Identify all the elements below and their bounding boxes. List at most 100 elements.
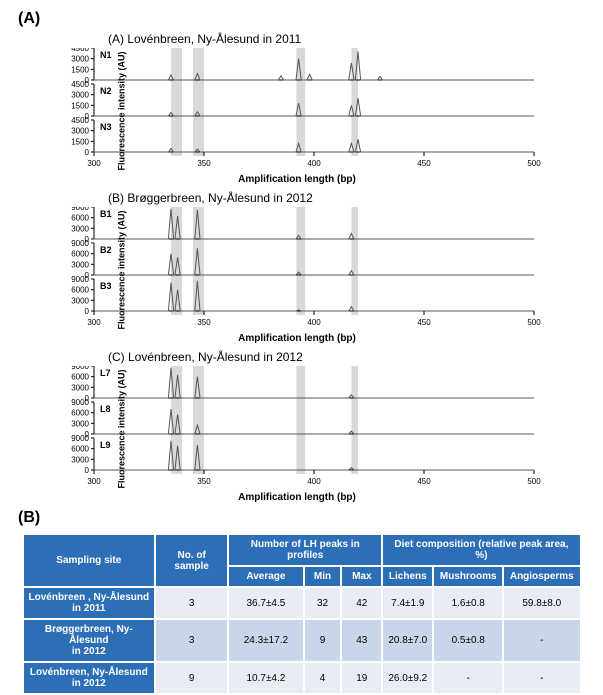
y-tick-label: 9000 [71,434,89,443]
highlight-band [296,366,305,474]
panel-B: (B) Brøggerbreen, Ny-Ålesund in 2012Fluo… [60,191,591,344]
col-lichens: Lichens [382,566,433,587]
chromatogram-panels: (A) Lovénbreen, Ny-Ålesund in 2011 Fluore… [12,32,591,503]
y-tick-label: 9000 [71,239,89,248]
col-mushrooms: Mushrooms [433,566,503,587]
row-value: 1.6±0.8 [433,587,503,619]
axis-frame [94,84,534,116]
axis-frame [94,438,534,470]
col-min: Min [304,566,342,587]
y-tick-label: 3000 [71,91,89,100]
axis-frame [94,243,534,275]
y-tick-label: 3000 [71,127,89,136]
row-value: 32 [304,587,342,619]
col-average: Average [228,566,303,587]
row-site: Brøggerbreen, Ny-Ålesundin 2012 [23,619,156,662]
row-value: - [433,662,503,694]
x-tick-label: 300 [87,159,101,168]
panel-title: (A) Lovénbreen, Ny-Ålesund in 2011 [108,32,591,46]
row-value: 19 [341,662,382,694]
chromatogram-trace [94,248,534,275]
y-tick-label: 4500 [71,80,89,89]
y-tick-label: 6000 [71,286,89,295]
chromatogram-trace [94,52,534,80]
row-value: 26.0±9.2 [382,662,433,694]
row-value: 43 [341,619,382,662]
row-value: 3 [155,619,228,662]
panel-svg: 0300060009000B10300060009000B20300060009… [60,207,544,333]
table-row: Lovénbreen, Ny-Ålesundin 2012910.7±4.241… [23,662,581,694]
y-tick-label: 1500 [71,137,89,146]
panel-svg: 0150030004500N10150030004500N20150030004… [60,48,544,174]
row-site: Lovénbreen, Ny-Ålesundin 2012 [23,662,156,694]
highlight-band [171,48,182,156]
table-body: Lovénbreen , Ny-Ålesundin 2011336.7±4.53… [23,587,581,694]
y-tick-label: 6000 [71,409,89,418]
row-value: 7.4±1.9 [382,587,433,619]
x-tick-label: 350 [197,477,211,486]
chromatogram-trace [94,209,534,239]
col-max: Max [341,566,382,587]
y-tick-label: 4500 [71,48,89,53]
row-value: 59.8±8.0 [503,587,580,619]
row-value: 10.7±4.2 [228,662,303,694]
x-tick-label: 350 [197,318,211,327]
subplot-stack: Fluorescence intensity (AU)0150030004500… [60,48,544,174]
y-tick-label: 3000 [71,296,89,305]
col-group-diet: Diet composition (relative peak area, %) [382,534,580,566]
y-tick-label: 3000 [71,419,89,428]
row-value: 3 [155,587,228,619]
x-tick-label: 500 [527,477,541,486]
x-axis-label: Amplification length (bp) [60,174,534,185]
table-row: Lovénbreen , Ny-Ålesundin 2011336.7±4.53… [23,587,581,619]
x-tick-label: 300 [87,477,101,486]
highlight-band [296,207,305,315]
row-value: 36.7±4.5 [228,587,303,619]
y-tick-label: 0 [85,307,90,316]
col-group-peaks: Number of LH peaks in profiles [228,534,382,566]
y-tick-label: 0 [85,466,90,475]
axis-frame [94,366,534,398]
y-tick-label: 3000 [71,260,89,269]
col-angiosperms: Angiosperms [503,566,580,587]
y-tick-label: 9000 [71,275,89,284]
y-tick-label: 0 [85,148,90,157]
row-value: 0.5±0.8 [433,619,503,662]
axis-frame [94,279,534,311]
row-site: Lovénbreen , Ny-Ålesundin 2011 [23,587,156,619]
col-n-sample: No. of sample [155,534,228,587]
y-tick-label: 1500 [71,65,89,74]
y-tick-label: 9000 [71,398,89,407]
row-value: 9 [155,662,228,694]
y-tick-label: 3000 [71,55,89,64]
panel-A: (A) Lovénbreen, Ny-Ålesund in 2011Fluore… [60,32,591,185]
subplot-stack: Fluorescence intensity (AU)0300060009000… [60,207,544,333]
chromatogram-trace [94,368,534,398]
y-tick-label: 9000 [71,207,89,212]
axis-frame [94,120,534,152]
col-sampling-site: Sampling site [23,534,156,587]
y-tick-label: 4500 [71,116,89,125]
row-value: 20.8±7.0 [382,619,433,662]
axis-frame [94,207,534,239]
x-tick-label: 450 [417,477,431,486]
x-tick-label: 450 [417,318,431,327]
y-tick-label: 3000 [71,455,89,464]
y-tick-label: 6000 [71,250,89,259]
panel-title: (C) Lovénbreen, Ny-Ålesund in 2012 [108,350,591,364]
y-tick-label: 6000 [71,445,89,454]
chromatogram-trace [94,409,534,434]
chromatogram-trace [94,441,534,470]
y-axis-label: Fluorescence intensity (AU) [108,207,120,333]
axis-frame [94,402,534,434]
x-tick-label: 350 [197,159,211,168]
x-tick-label: 450 [417,159,431,168]
row-value: 24.3±17.2 [228,619,303,662]
axis-frame [94,48,534,80]
y-tick-label: 6000 [71,214,89,223]
row-value: 4 [304,662,342,694]
y-tick-label: 3000 [71,383,89,392]
y-tick-label: 3000 [71,224,89,233]
x-tick-label: 400 [307,159,321,168]
highlight-band [193,48,204,156]
